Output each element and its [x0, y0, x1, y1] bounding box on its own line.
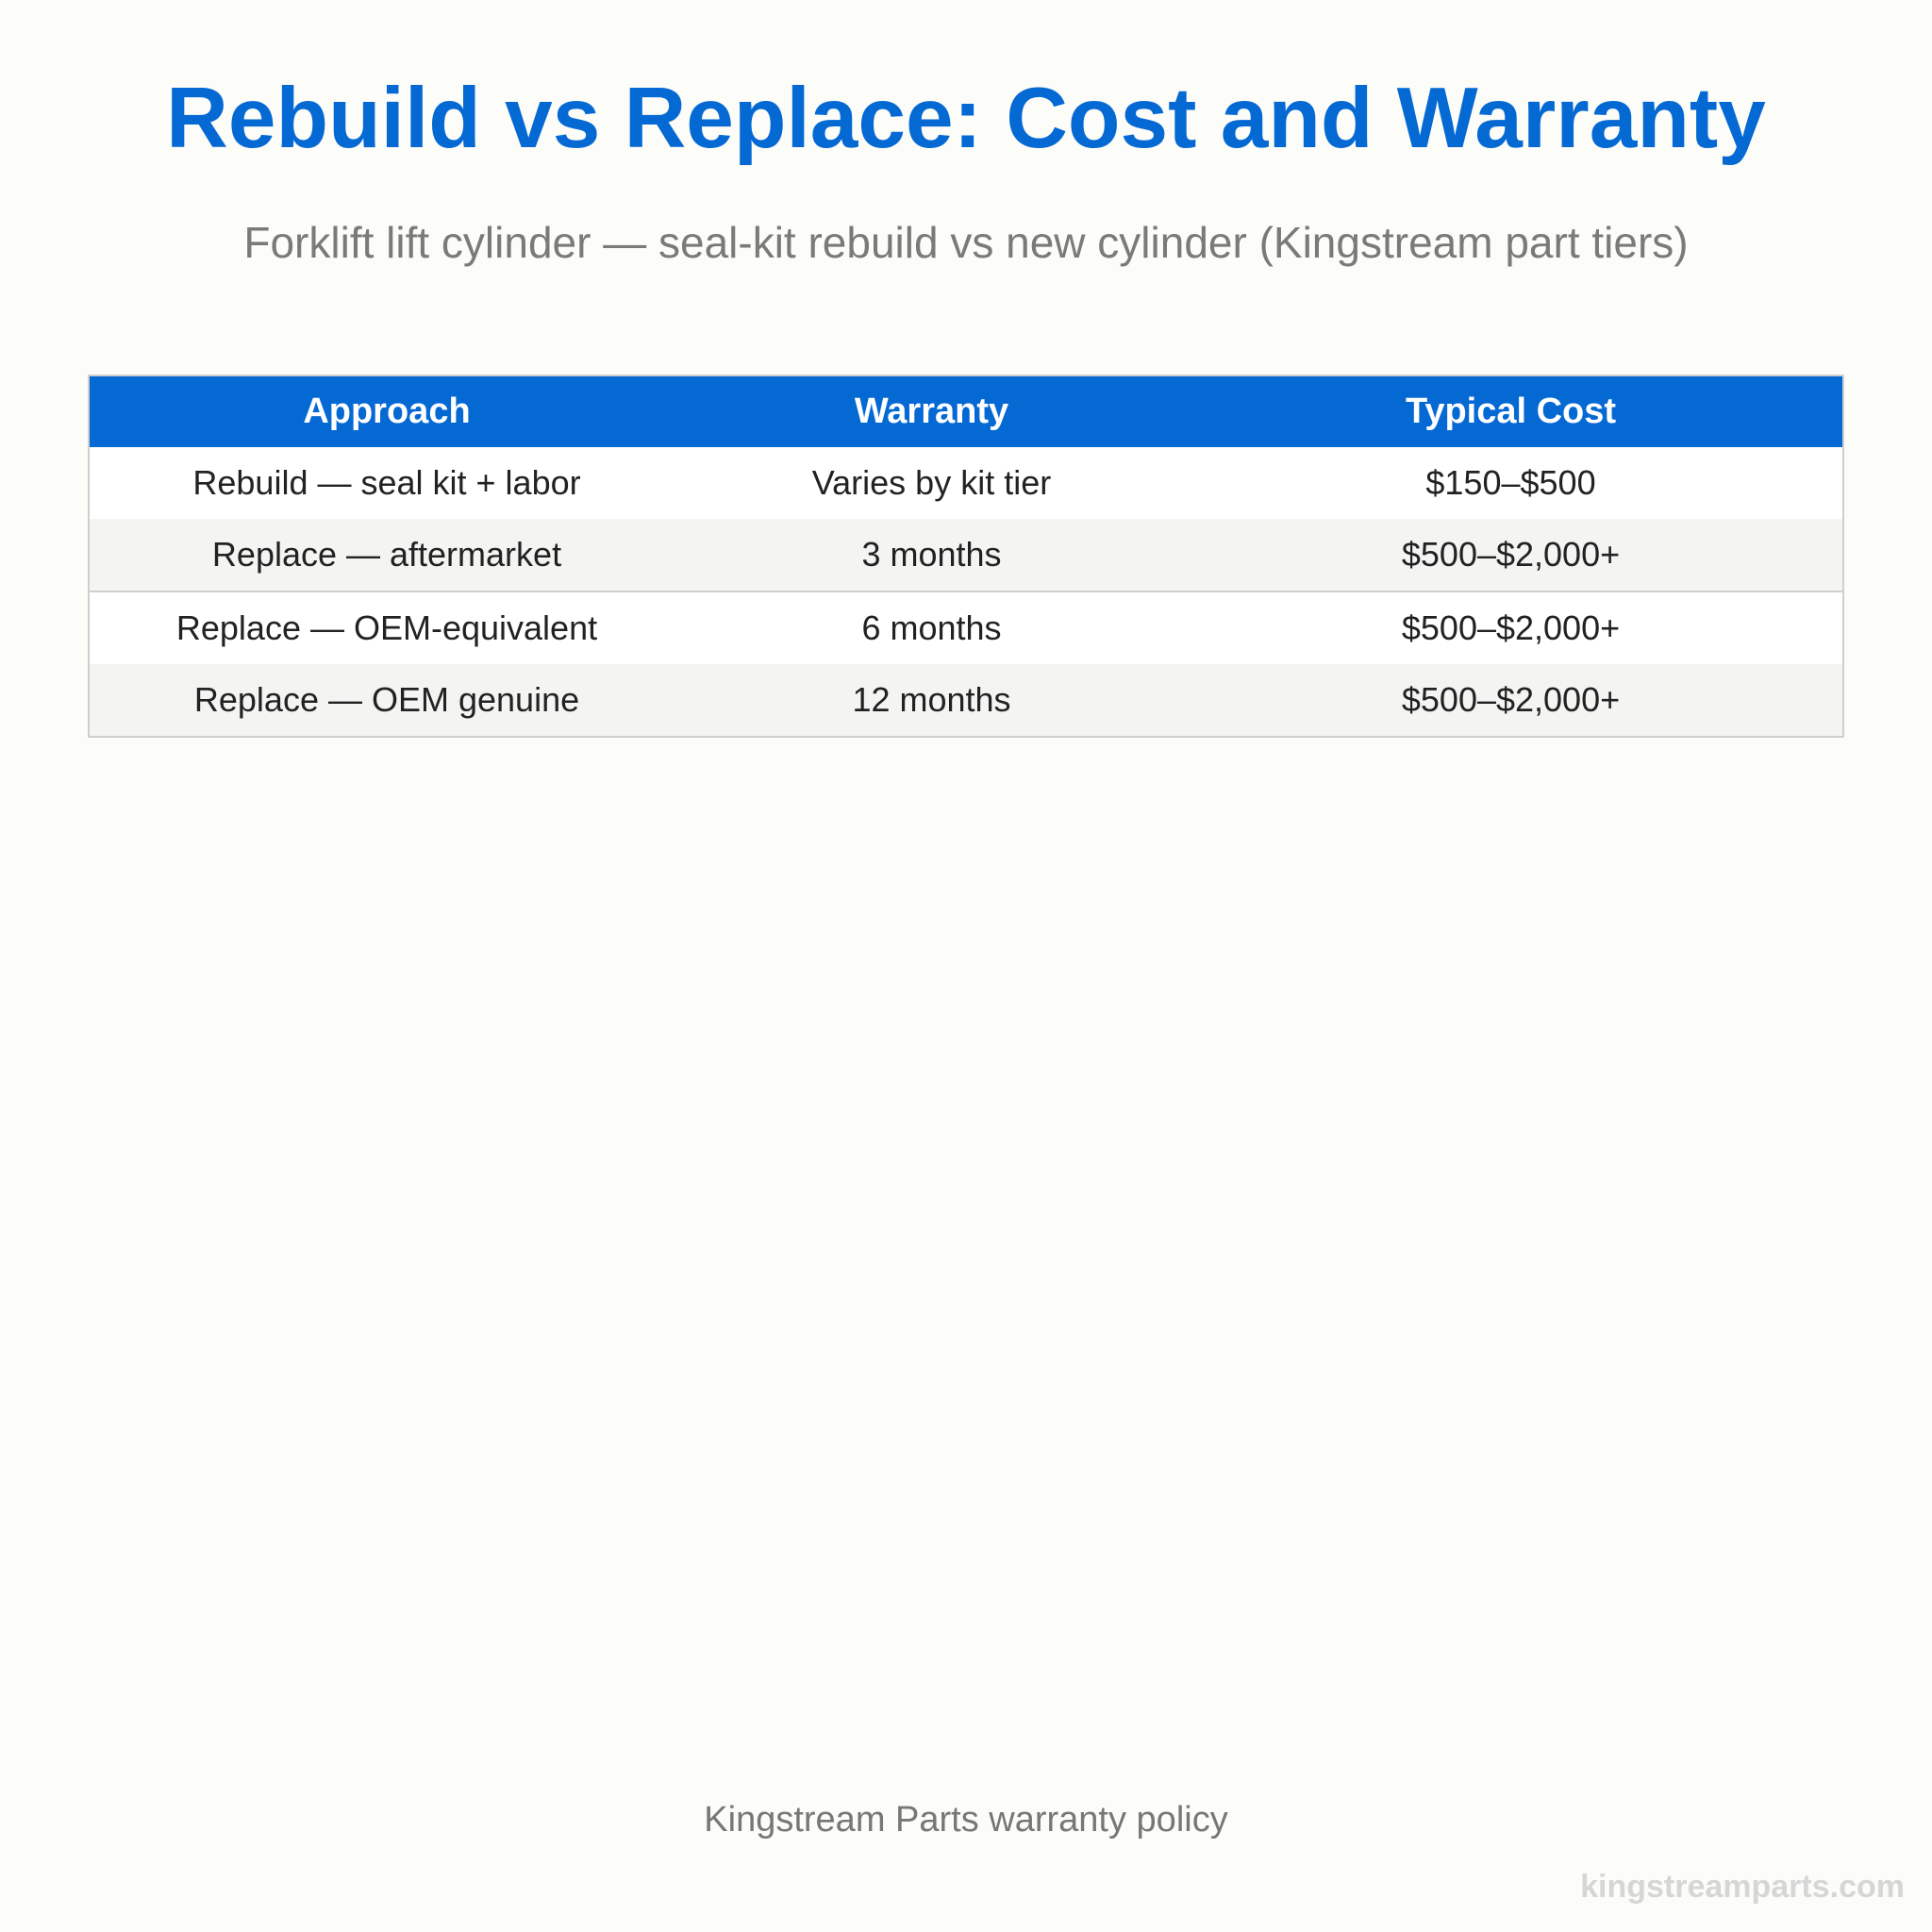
- cell-approach: Replace — aftermarket: [90, 519, 684, 591]
- cell-approach: Replace — OEM-equivalent: [90, 591, 684, 664]
- cell-warranty: 6 months: [684, 591, 1179, 664]
- cell-typical-cost: $500–$2,000+: [1179, 591, 1842, 664]
- page-title: Rebuild vs Replace: Cost and Warranty: [166, 71, 1766, 166]
- table-row: Replace — OEM-equivalent 6 months $500–$…: [90, 591, 1842, 664]
- table-header-row: Approach Warranty Typical Cost: [90, 376, 1842, 447]
- table-row: Replace — OEM genuine 12 months $500–$2,…: [90, 664, 1842, 736]
- cell-typical-cost: $500–$2,000+: [1179, 664, 1842, 736]
- cell-warranty: Varies by kit tier: [684, 447, 1179, 519]
- table-row: Replace — aftermarket 3 months $500–$2,0…: [90, 519, 1842, 591]
- cell-typical-cost: $500–$2,000+: [1179, 519, 1842, 591]
- source-note: Kingstream Parts warranty policy: [704, 1800, 1228, 1840]
- comparison-table: Approach Warranty Typical Cost Rebuild —…: [88, 375, 1844, 738]
- cell-typical-cost: $150–$500: [1179, 447, 1842, 519]
- cell-warranty: 12 months: [684, 664, 1179, 736]
- column-header-typical-cost: Typical Cost: [1179, 376, 1842, 447]
- page-subtitle: Forklift lift cylinder — seal-kit rebuil…: [243, 218, 1689, 267]
- column-header-approach: Approach: [90, 376, 684, 447]
- watermark: kingstreamparts.com: [1580, 1869, 1905, 1905]
- cell-warranty: 3 months: [684, 519, 1179, 591]
- table-row: Rebuild — seal kit + labor Varies by kit…: [90, 447, 1842, 519]
- column-header-warranty: Warranty: [684, 376, 1179, 447]
- cell-approach: Replace — OEM genuine: [90, 664, 684, 736]
- cell-approach: Rebuild — seal kit + labor: [90, 447, 684, 519]
